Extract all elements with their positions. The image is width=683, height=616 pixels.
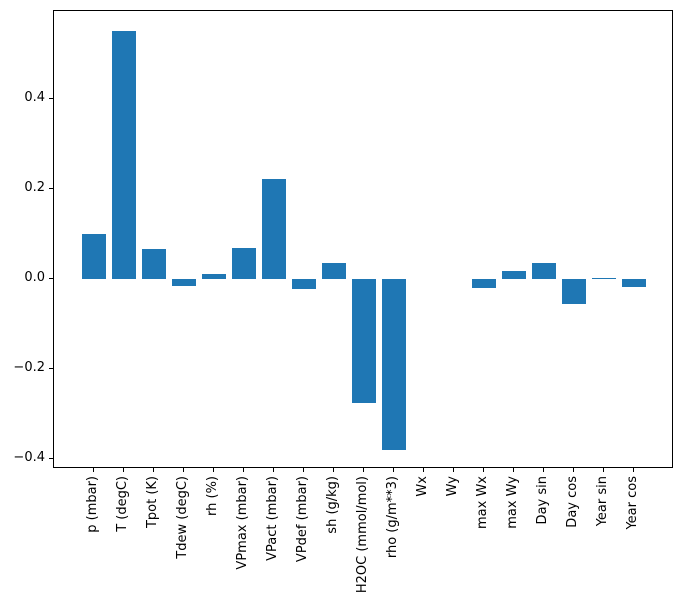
x-axis-tick-label: Tdew (degC) bbox=[175, 476, 191, 559]
x-axis-tick bbox=[393, 468, 395, 472]
bar bbox=[562, 278, 587, 305]
y-axis-tick bbox=[49, 187, 53, 189]
x-axis-tick-label: sh (g/kg) bbox=[325, 476, 341, 534]
x-axis-tick bbox=[363, 468, 365, 472]
y-axis-tick-label: 0.2 bbox=[24, 179, 45, 195]
x-axis-tick bbox=[303, 468, 305, 472]
plot-area bbox=[53, 10, 673, 468]
x-axis-tick bbox=[93, 468, 95, 472]
x-axis-tick-label: max Wy bbox=[505, 476, 521, 529]
x-axis-tick-label: VPact (mbar) bbox=[265, 476, 281, 561]
bar bbox=[142, 248, 167, 279]
x-axis-tick-label: H2OC (mmol/mol) bbox=[355, 476, 371, 594]
bar bbox=[382, 278, 407, 451]
x-axis-tick-label: Day cos bbox=[565, 476, 581, 528]
bar bbox=[112, 31, 137, 279]
y-axis-tick bbox=[49, 277, 53, 279]
bar bbox=[532, 262, 557, 279]
y-axis-tick-label: −0.2 bbox=[13, 359, 45, 375]
x-axis-tick-label: Wy bbox=[445, 476, 461, 497]
x-axis-tick bbox=[513, 468, 515, 472]
x-axis-tick bbox=[543, 468, 545, 472]
x-axis-tick-label: Year sin bbox=[595, 476, 611, 527]
x-axis-tick-label: rho (g/m**3) bbox=[385, 476, 401, 559]
bar bbox=[502, 271, 527, 279]
x-axis-tick-label: VPmax (mbar) bbox=[235, 476, 251, 570]
x-axis-tick bbox=[183, 468, 185, 472]
x-axis-tick bbox=[423, 468, 425, 472]
bar bbox=[472, 278, 497, 288]
y-axis-tick-label: 0.0 bbox=[24, 269, 45, 285]
x-axis-tick bbox=[273, 468, 275, 472]
bar bbox=[172, 278, 197, 287]
x-axis-tick bbox=[453, 468, 455, 472]
bar bbox=[232, 247, 257, 279]
x-axis-tick bbox=[243, 468, 245, 472]
x-axis-tick bbox=[213, 468, 215, 472]
bar bbox=[322, 262, 347, 279]
bar bbox=[622, 278, 647, 287]
y-axis-tick bbox=[49, 367, 53, 369]
x-axis-tick bbox=[603, 468, 605, 472]
x-axis-tick-label: p (mbar) bbox=[85, 476, 101, 533]
x-axis-tick bbox=[483, 468, 485, 472]
x-axis-tick-label: Tpot (K) bbox=[145, 476, 161, 529]
y-axis-tick bbox=[49, 457, 53, 459]
x-axis-tick-label: T (degC) bbox=[115, 476, 131, 532]
x-axis-tick bbox=[573, 468, 575, 472]
x-axis-tick bbox=[633, 468, 635, 472]
bar bbox=[592, 277, 617, 279]
x-axis-tick bbox=[123, 468, 125, 472]
x-axis-tick bbox=[333, 468, 335, 472]
x-axis-tick-label: Year cos bbox=[625, 476, 641, 530]
x-axis-tick-label: Wx bbox=[415, 476, 431, 497]
bar bbox=[262, 179, 287, 279]
bar bbox=[292, 278, 317, 290]
bar bbox=[352, 278, 377, 403]
bar bbox=[202, 273, 227, 279]
x-axis-tick bbox=[153, 468, 155, 472]
x-axis-tick-label: rh (%) bbox=[205, 476, 221, 516]
x-axis-tick-label: VPdef (mbar) bbox=[295, 476, 311, 563]
x-axis-tick-label: max Wx bbox=[475, 476, 491, 530]
x-axis-tick-label: Day sin bbox=[535, 476, 551, 525]
y-axis-tick-label: 0.4 bbox=[24, 89, 45, 105]
bar bbox=[82, 233, 107, 279]
y-axis-tick bbox=[49, 97, 53, 99]
y-axis-tick-label: −0.4 bbox=[13, 449, 45, 465]
